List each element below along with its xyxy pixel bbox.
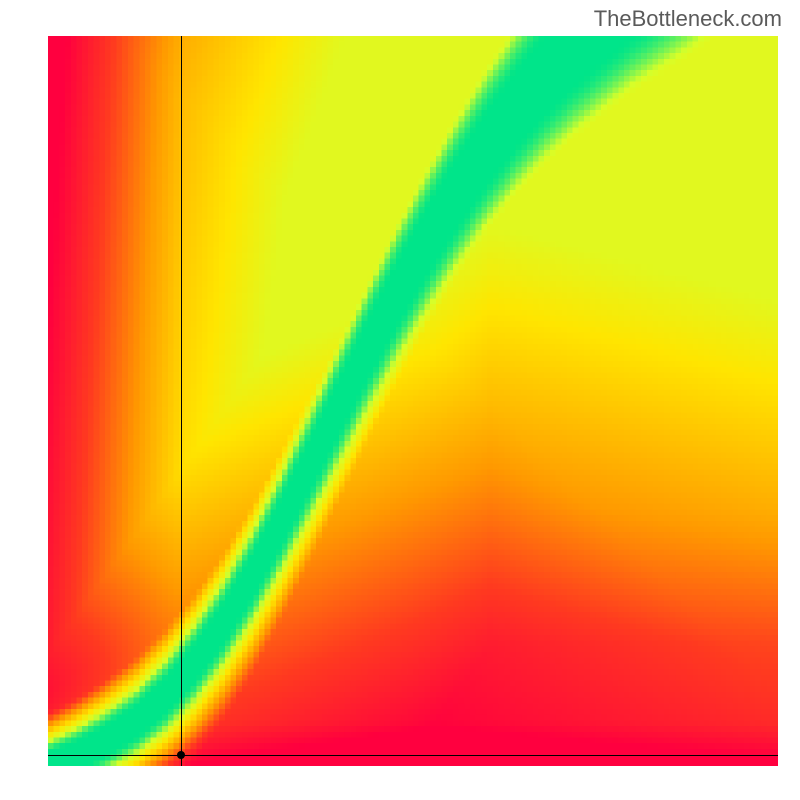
heatmap-canvas [48,36,778,766]
crosshair-horizontal-line [48,755,778,756]
crosshair-vertical-line [181,36,182,766]
watermark-text: TheBottleneck.com [594,6,782,32]
crosshair-marker-dot [177,751,185,759]
heatmap-plot [48,36,778,766]
